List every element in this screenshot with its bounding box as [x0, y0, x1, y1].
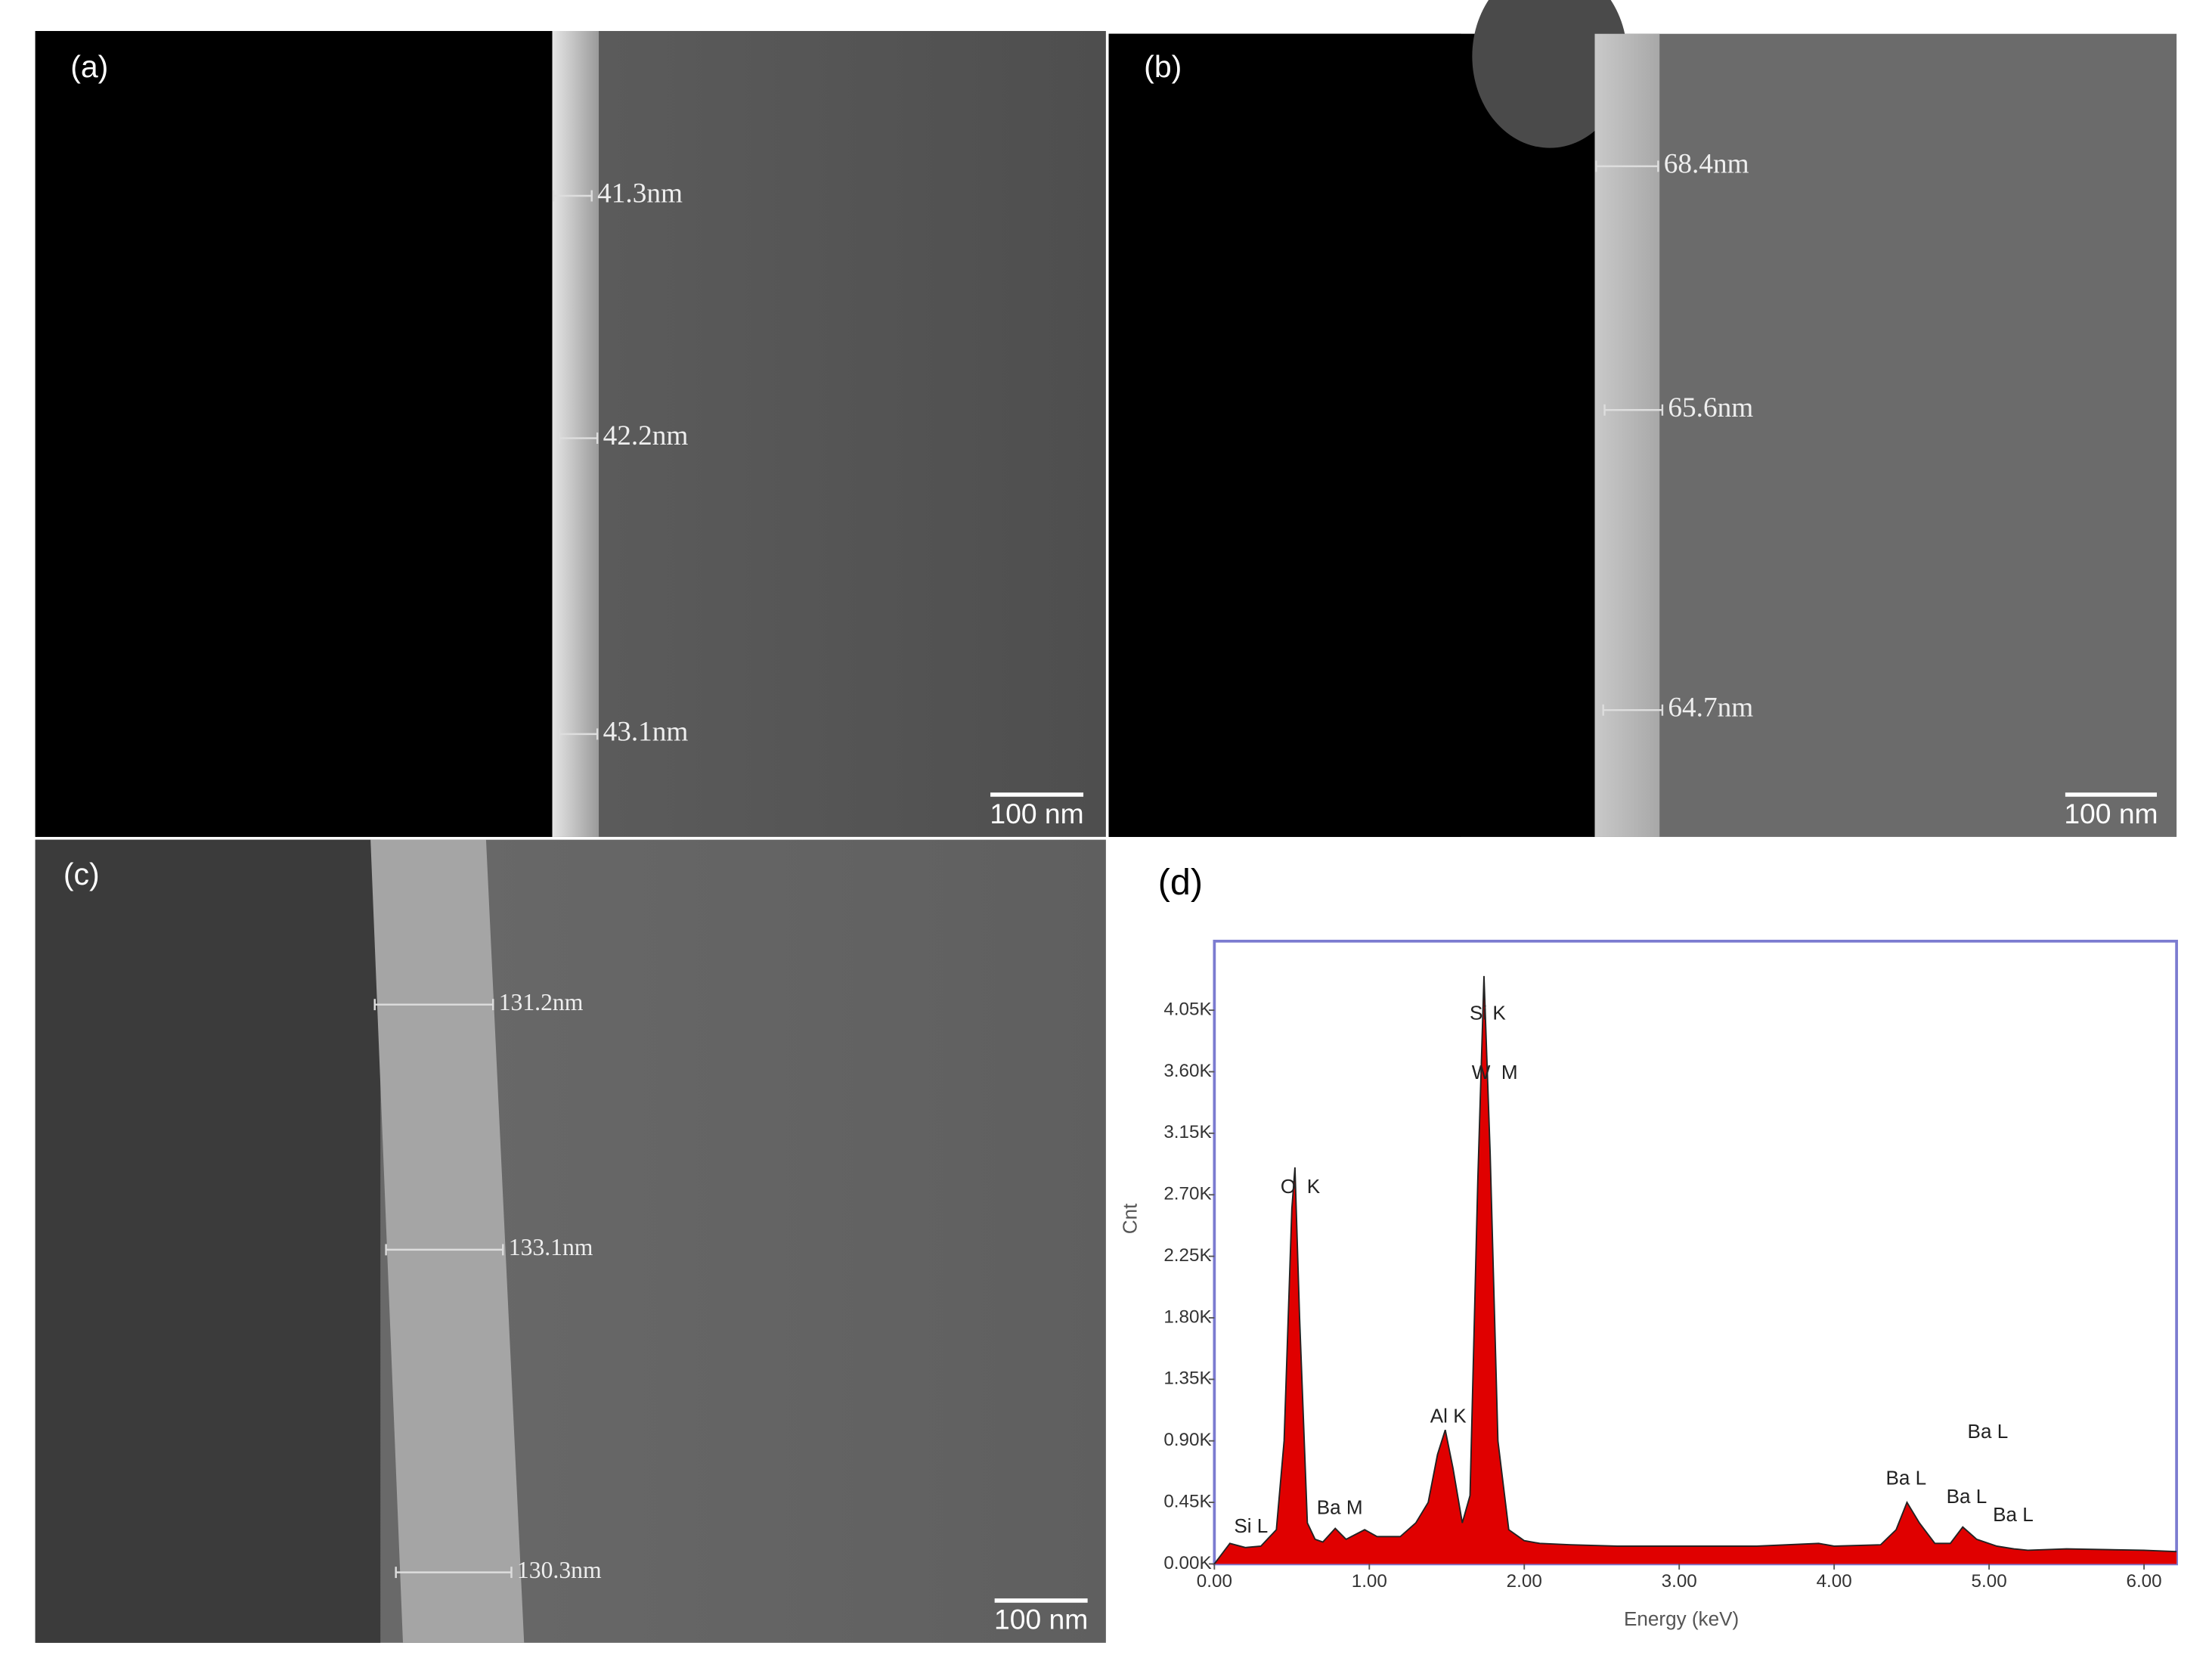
panel-label: (c) [64, 857, 100, 891]
scale-bar-label: 100 nm [994, 1604, 1088, 1635]
panel-label: (a) [70, 49, 108, 84]
x-axis-label: Energy (keV) [1624, 1607, 1739, 1630]
peak-label: Al K [1430, 1405, 1467, 1427]
measurement: 41.3nm [597, 178, 683, 209]
x-tick-label: 4.00 [1817, 1571, 1852, 1592]
panel-label: (d) [1158, 862, 1203, 903]
peak-label: Ba L [1885, 1467, 1926, 1489]
peak-label: Ba L [1993, 1503, 2034, 1526]
measurement: 43.1nm [603, 716, 689, 747]
y-tick-label: 3.60K [1163, 1061, 1211, 1081]
y-tick-label: 3.15K [1163, 1122, 1211, 1142]
measurement: 133.1nm [509, 1234, 593, 1260]
scale-bar-label: 100 nm [990, 798, 1083, 829]
panel-c-image [35, 839, 1106, 1643]
y-tick-label: 1.35K [1163, 1368, 1211, 1389]
peak-label: Si K [1470, 1002, 1506, 1024]
peak-label: O K [1281, 1175, 1321, 1198]
y-tick-label: 0.00K [1163, 1553, 1211, 1573]
measurement: 68.4nm [1664, 148, 1749, 179]
peak-label: Ba M [1317, 1496, 1363, 1519]
measurement: 64.7nm [1668, 693, 1753, 724]
y-tick-label: 2.25K [1163, 1245, 1211, 1266]
panel-b-image [1108, 0, 2177, 837]
panel-label: (b) [1144, 49, 1182, 84]
x-tick-label: 2.00 [1507, 1571, 1542, 1592]
peak-label: W M [1472, 1061, 1518, 1083]
y-tick-label: 4.05K [1163, 1000, 1211, 1020]
peak-label: Ba L [1968, 1420, 2009, 1443]
plot-frame [1213, 939, 2178, 1566]
y-tick-label: 0.45K [1163, 1491, 1211, 1511]
spectrum-outline [1213, 975, 2177, 1565]
scale-bar-label: 100 nm [2064, 798, 2158, 829]
measurement: 131.2nm [499, 989, 584, 1015]
measurement: 130.3nm [517, 1557, 602, 1583]
peak-label: Si L [1234, 1514, 1268, 1537]
x-tick-label: 1.00 [1352, 1571, 1387, 1592]
y-axis-label: Cnt [1118, 1203, 1141, 1234]
measurement: 65.6nm [1668, 392, 1753, 423]
x-tick-label: 3.00 [1662, 1571, 1697, 1592]
measurement: 42.2nm [603, 420, 689, 451]
x-tick-label: 5.00 [1972, 1571, 2007, 1592]
y-tick-label: 0.90K [1163, 1430, 1211, 1450]
y-tick-label: 1.80K [1163, 1306, 1211, 1327]
peak-label: Ba L [1947, 1485, 1987, 1508]
panel-a-image [35, 30, 1106, 837]
x-tick-label: 6.00 [2126, 1571, 2161, 1592]
y-tick-label: 2.70K [1163, 1184, 1211, 1204]
x-tick-label: 0.00 [1197, 1571, 1232, 1592]
